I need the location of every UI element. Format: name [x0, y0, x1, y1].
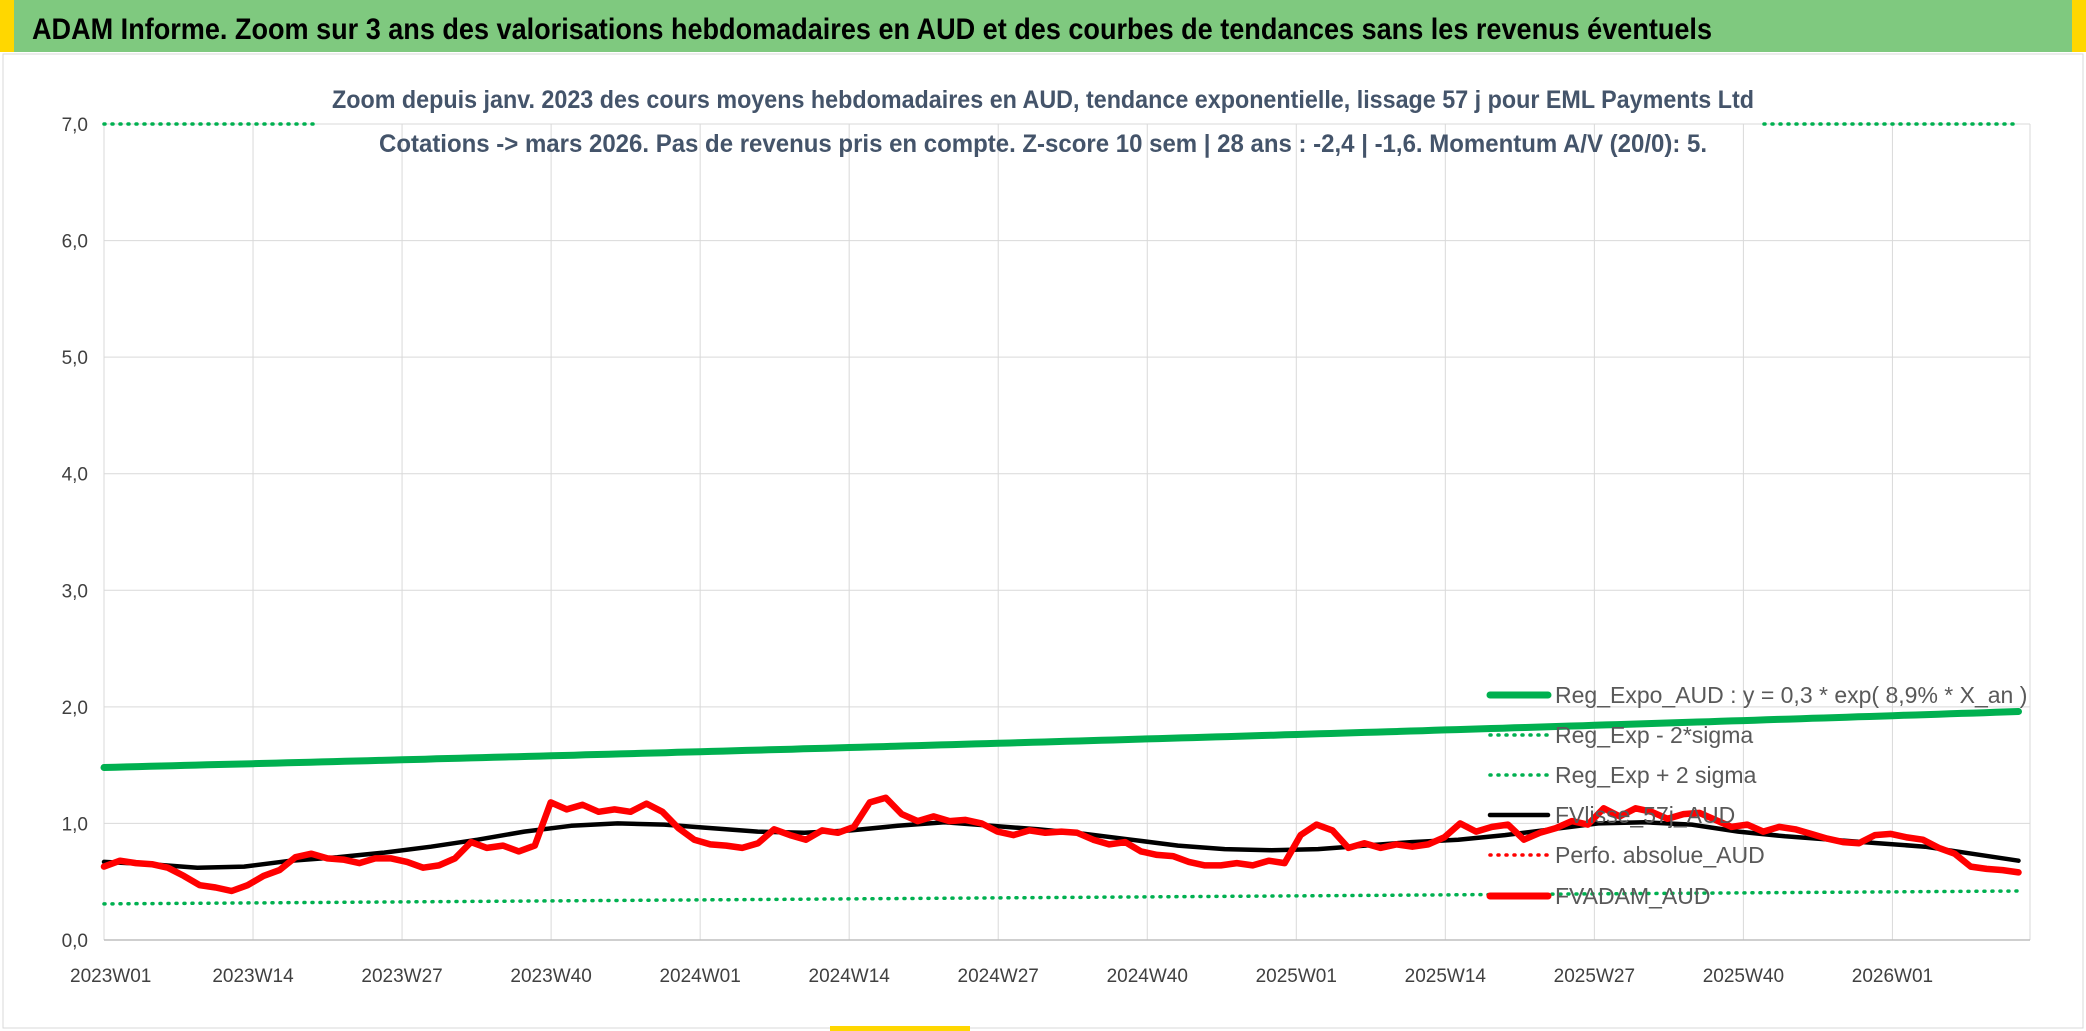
x-tick-label: 2024W01 [659, 966, 740, 987]
x-axis-ticks: 2023W01 2023W14 2023W27 2023W40 2024W01 2024W… [70, 966, 1933, 987]
y-tick-label: 4,0 [62, 465, 88, 486]
grid [103, 123, 2031, 941]
reg-expo-line [100, 708, 2022, 771]
bottom-accent [830, 1026, 970, 1031]
y-tick-label: 7,0 [62, 115, 88, 136]
x-tick-label: 2024W14 [809, 966, 891, 987]
x-tick-label: 2024W40 [1107, 966, 1188, 987]
y-tick-label: 6,0 [62, 232, 88, 253]
banner-title: ADAM Informe. Zoom sur 3 ans des valoris… [32, 13, 1712, 46]
legend-label: FVlisse_57j_AUD [1555, 802, 1735, 828]
title-banner [0, 0, 2086, 52]
legend-item-reg-exp-minus: Reg_Exp - 2*sigma [1488, 722, 1753, 748]
legend: Reg_Expo_AUD : y = 0,3 * exp( 8,9% * X_a… [1486, 682, 2027, 909]
chart-subtitle: Cotations -> mars 2026. Pas de revenus p… [379, 130, 1707, 158]
y-tick-label: 3,0 [62, 581, 88, 602]
x-tick-label: 2023W27 [361, 966, 442, 987]
series [100, 122, 2022, 906]
x-tick-label: 2023W40 [510, 966, 591, 987]
y-tick-label: 2,0 [62, 698, 88, 719]
x-tick-label: 2025W27 [1554, 966, 1635, 987]
legend-item-reg-exp-plus: Reg_Exp + 2 sigma [1488, 762, 1757, 788]
banner-right-edge [2072, 0, 2086, 52]
x-tick-label: 2025W40 [1703, 966, 1784, 987]
legend-item-fvlisse: FVlisse_57j_AUD [1487, 802, 1735, 828]
chart-frame [2, 53, 2084, 1029]
legend-item-fvadam: FVADAM_AUD [1486, 883, 1711, 909]
x-tick-label: 2025W14 [1405, 966, 1487, 987]
legend-label: Reg_Expo_AUD : y = 0,3 * exp( 8,9% * X_a… [1555, 682, 2027, 708]
fvadam-price-line [100, 794, 2022, 895]
x-tick-label: 2025W01 [1256, 966, 1337, 987]
legend-label: FVADAM_AUD [1555, 883, 1711, 909]
y-tick-label: 1,0 [62, 814, 88, 835]
x-tick-label: 2026W01 [1852, 966, 1933, 987]
legend-item-reg-expo: Reg_Expo_AUD : y = 0,3 * exp( 8,9% * X_a… [1486, 682, 2027, 708]
x-tick-label: 2023W14 [212, 966, 294, 987]
y-axis-ticks: 0,0 1,0 2,0 3,0 4,0 5,0 6,0 7,0 [62, 115, 88, 952]
banner-left-edge [0, 0, 14, 52]
y-tick-label: 5,0 [62, 348, 88, 369]
legend-label: Reg_Exp - 2*sigma [1555, 722, 1753, 748]
y-tick-label: 0,0 [62, 931, 88, 952]
x-tick-label: 2023W01 [70, 966, 151, 987]
reg-exp-minus-2sigma-line [102, 889, 2021, 906]
legend-label: Reg_Exp + 2 sigma [1555, 762, 1757, 788]
x-tick-label: 2024W27 [958, 966, 1039, 987]
chart-title: Zoom depuis janv. 2023 des cours moyens … [332, 86, 1754, 114]
legend-item-perfo-absolue: Perfo. absolue_AUD [1488, 842, 1765, 868]
legend-label: Perfo. absolue_AUD [1555, 842, 1765, 868]
